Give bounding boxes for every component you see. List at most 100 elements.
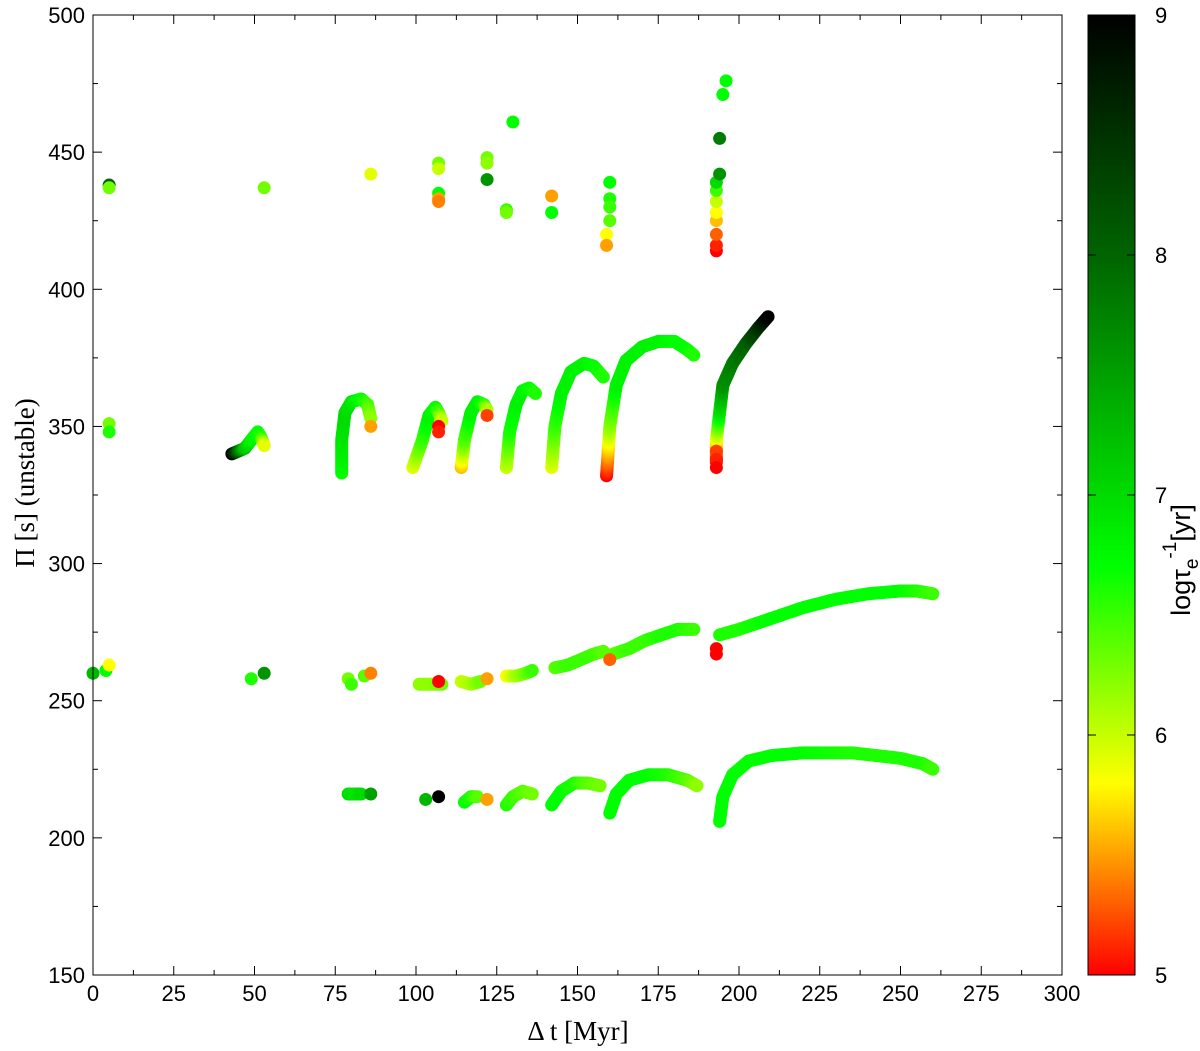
data-point [687, 348, 701, 362]
plot-background [93, 15, 1062, 975]
data-point [480, 173, 494, 187]
y-axis-label: Π [s] (unstable) [10, 398, 40, 567]
data-point [713, 167, 727, 181]
x-tick-label: 200 [721, 981, 758, 1006]
y-tick-label: 150 [48, 963, 85, 988]
data-point [419, 792, 433, 806]
data-point [432, 195, 446, 209]
data-track [545, 776, 607, 812]
data-point [713, 131, 727, 145]
data-track [709, 310, 775, 469]
x-tick-label: 25 [162, 981, 186, 1006]
data-point [687, 622, 701, 636]
data-point [719, 74, 733, 88]
y-tick-label: 300 [48, 552, 85, 577]
data-point [690, 779, 704, 793]
data-track [713, 584, 940, 642]
data-point [480, 156, 494, 170]
data-point [709, 461, 723, 475]
y-tick-label: 250 [48, 689, 85, 714]
data-point [354, 787, 368, 801]
data-point [480, 672, 494, 686]
data-track [454, 395, 494, 475]
data-point [716, 88, 730, 102]
data-point [596, 370, 610, 384]
data-point [480, 408, 494, 422]
axes: 0 25 50 75 100 125 150 175 200 225 250 275 300 150 200… [48, 3, 1080, 1006]
data-point [432, 790, 446, 804]
colorbar-tick-label: 6 [1155, 723, 1167, 748]
data-point [761, 310, 775, 324]
x-tick-label: 225 [801, 981, 838, 1006]
data-point [525, 664, 539, 678]
data-point [257, 439, 271, 453]
data-point [244, 672, 258, 686]
data-point [480, 792, 494, 806]
data-point [709, 227, 723, 241]
data-track [499, 664, 539, 683]
x-axis-label: Δ t [Myr] [527, 1016, 628, 1046]
data-point [600, 227, 614, 241]
data-point [926, 587, 940, 601]
data-track [606, 622, 701, 661]
data-point [432, 425, 446, 439]
colorbar-tick-label: 5 [1155, 963, 1167, 988]
data-point [257, 666, 271, 680]
x-tick-label: 150 [559, 981, 596, 1006]
data-point [364, 419, 378, 433]
x-tick-label: 100 [398, 981, 435, 1006]
data-track [600, 334, 701, 483]
data-track [335, 392, 378, 480]
data-point [709, 238, 723, 252]
data-point [603, 214, 617, 228]
data-track [499, 784, 539, 812]
data-point [709, 205, 723, 219]
data-track [454, 675, 488, 691]
data-point [545, 189, 559, 203]
data-point [709, 647, 723, 661]
y-tick-label: 450 [48, 140, 85, 165]
data-track [341, 787, 368, 801]
x-tick-label: 50 [242, 981, 266, 1006]
data-track [406, 400, 449, 475]
colorbar-label: logτe-1[yr] [1160, 504, 1200, 616]
data-track [225, 425, 271, 461]
x-tick-label: 175 [640, 981, 677, 1006]
y-tick-label: 350 [48, 414, 85, 439]
data-track [457, 790, 484, 809]
data-point [364, 666, 378, 680]
colorbar-label-sub: e [1182, 559, 1200, 570]
data-point [257, 181, 271, 195]
data-point [529, 387, 543, 401]
data-point [364, 167, 378, 181]
colorbar: 5 6 7 8 9 logτe-1[yr] [1087, 3, 1200, 988]
data-point [709, 195, 723, 209]
x-tick-label: 0 [87, 981, 99, 1006]
data-point [525, 787, 539, 801]
data-point [545, 205, 559, 219]
y-tick-label: 500 [48, 3, 85, 28]
data-track [499, 381, 543, 475]
data-point [926, 762, 940, 776]
y-tick-label: 200 [48, 826, 85, 851]
x-tick-label: 125 [478, 981, 515, 1006]
x-tick-label: 300 [1044, 981, 1081, 1006]
data-point [600, 238, 614, 252]
data-point [102, 658, 116, 672]
colorbar-tick-label: 8 [1155, 243, 1167, 268]
x-tick-label: 75 [323, 981, 347, 1006]
data-point [102, 425, 116, 439]
data-point [506, 115, 520, 129]
data-track [545, 356, 610, 475]
x-tick-label: 275 [963, 981, 1000, 1006]
data-point [603, 653, 617, 667]
data-point [344, 677, 358, 691]
data-track [713, 746, 940, 828]
colorbar-label-sup: -1 [1160, 542, 1181, 559]
plot-area [93, 15, 1062, 975]
data-point [432, 162, 446, 176]
x-tick-label: 250 [882, 981, 919, 1006]
data-track [603, 768, 704, 820]
colorbar-ticks: 5 6 7 8 9 [1088, 3, 1167, 988]
